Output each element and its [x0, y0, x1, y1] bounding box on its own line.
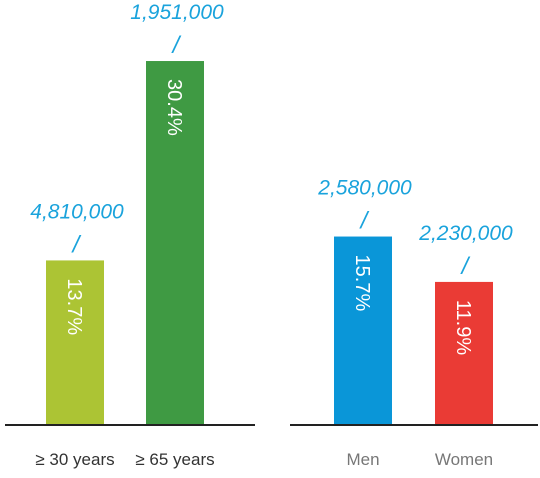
count-annotation: 4,810,000	[30, 200, 124, 223]
chart-marks: 13.7% / 4,810,000 ≥ 30 years 30.4% / 1,951,000…	[30, 1, 513, 469]
category-label: ≥ 65 years	[135, 450, 214, 469]
count-annotation: 2,580,000	[317, 177, 412, 200]
bar-data-label: 13.7%	[63, 278, 85, 335]
bar-data-label: 11.9%	[452, 300, 474, 355]
bar-0-0	[46, 260, 104, 424]
count-annotation: 1,951,000	[130, 1, 224, 24]
category-label: Women	[435, 450, 493, 469]
annotation-slash: /	[171, 32, 182, 59]
category-label: Men	[346, 450, 379, 469]
category-label: ≥ 30 years	[35, 450, 114, 469]
count-annotation: 2,230,000	[418, 222, 513, 245]
bar-data-label: 30.4%	[163, 79, 185, 136]
bar-1-1	[435, 281, 493, 424]
annotation-slash: /	[71, 231, 82, 258]
bar-1-0	[334, 236, 392, 424]
bar-data-label: 15.7%	[351, 255, 373, 312]
bar-0-1	[146, 61, 204, 425]
annotation-slash: /	[359, 208, 370, 235]
annotation-slash: /	[460, 253, 471, 280]
